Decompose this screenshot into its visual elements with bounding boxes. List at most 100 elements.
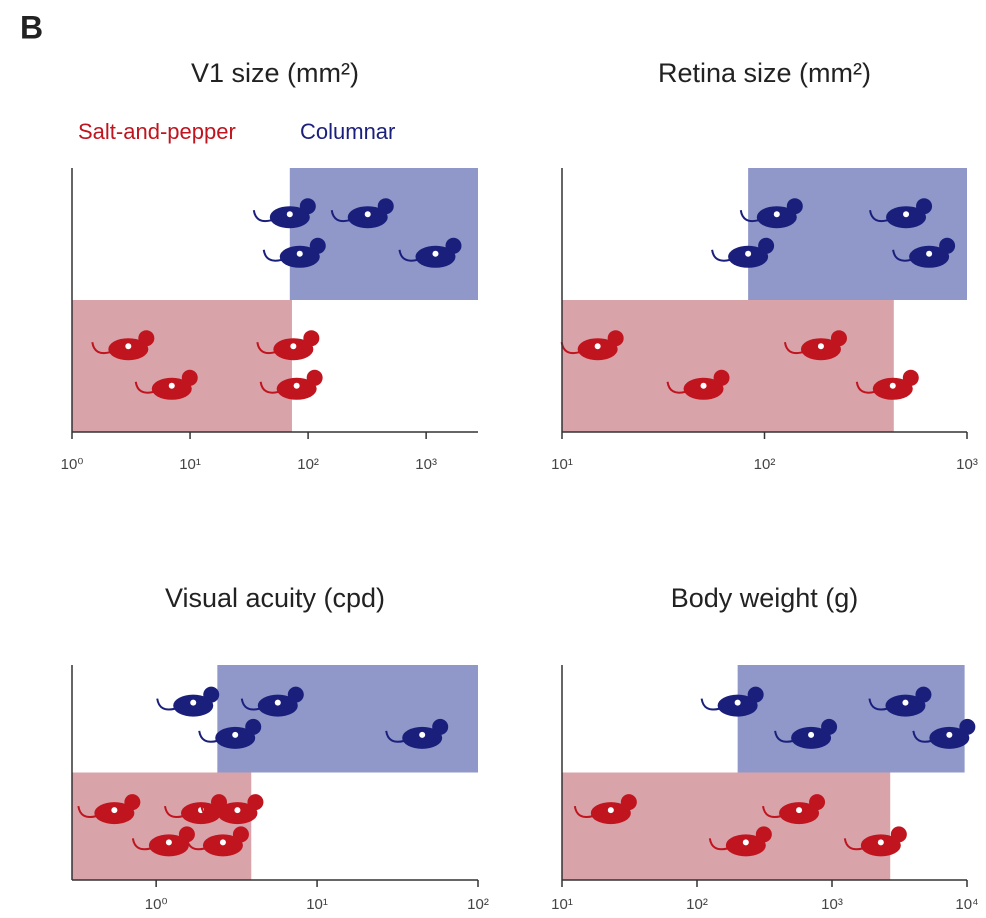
animal-tail — [712, 250, 730, 261]
value-dot — [808, 732, 814, 738]
value-dot — [287, 211, 293, 217]
value-dot — [166, 839, 172, 845]
x-tick-label: 10⁰ — [145, 896, 168, 913]
x-tick-label: 10² — [754, 456, 776, 473]
x-tick-label: 10¹ — [551, 456, 573, 473]
animal-head — [621, 794, 637, 810]
animal-head — [124, 794, 140, 810]
animal-head — [891, 826, 907, 842]
range-band — [217, 665, 478, 773]
x-tick-label: 10² — [686, 896, 708, 913]
animal-head — [378, 198, 394, 214]
animal-head — [915, 687, 931, 703]
animal-head — [445, 238, 461, 254]
range-band — [738, 665, 965, 773]
value-dot — [365, 211, 371, 217]
x-tick-label: 10³ — [821, 896, 843, 913]
animal-tail — [199, 731, 217, 742]
value-dot — [294, 383, 300, 389]
x-tick-label: 10¹ — [551, 896, 573, 913]
range-band — [562, 773, 890, 881]
animal-head — [182, 370, 198, 386]
value-dot — [902, 700, 908, 706]
range-band — [72, 773, 251, 881]
chart-title: Retina size (mm²) — [658, 58, 871, 88]
value-dot — [878, 839, 884, 845]
value-dot — [275, 700, 281, 706]
value-dot — [735, 700, 741, 706]
animal-head — [821, 719, 837, 735]
animal-head — [288, 687, 304, 703]
animal-head — [939, 238, 955, 254]
value-dot — [890, 383, 896, 389]
animal-head — [758, 238, 774, 254]
value-dot — [946, 732, 952, 738]
animal-head — [303, 330, 319, 346]
animal-head — [245, 719, 261, 735]
animal-head — [138, 330, 154, 346]
animal-head — [809, 794, 825, 810]
value-dot — [903, 211, 909, 217]
value-dot — [743, 839, 749, 845]
x-tick-label: 10² — [297, 456, 319, 473]
animal-tail — [254, 210, 272, 221]
animal-tail — [157, 699, 175, 710]
value-dot — [745, 251, 751, 257]
value-dot — [595, 343, 601, 349]
value-dot — [190, 700, 196, 706]
animal-head — [233, 826, 249, 842]
animal-head — [916, 198, 932, 214]
range-band — [290, 168, 478, 300]
value-dot — [419, 732, 425, 738]
range-band — [72, 300, 292, 432]
animal-head — [310, 238, 326, 254]
animal-head — [247, 794, 263, 810]
chart-title: Visual acuity (cpd) — [165, 583, 385, 613]
panel-label: B — [20, 9, 43, 45]
animal-tail — [264, 250, 282, 261]
value-dot — [432, 251, 438, 257]
animal-head — [748, 687, 764, 703]
value-dot — [297, 251, 303, 257]
animal-head — [203, 687, 219, 703]
x-tick-label: 10³ — [415, 456, 437, 473]
range-band — [748, 168, 967, 300]
animal-head — [300, 198, 316, 214]
chart-title: Body weight (g) — [671, 583, 859, 613]
value-dot — [125, 343, 131, 349]
x-tick-label: 10¹ — [306, 896, 328, 913]
value-dot — [701, 383, 707, 389]
animal-head — [714, 370, 730, 386]
legend-label: Salt-and-pepper — [78, 119, 236, 144]
value-dot — [608, 807, 614, 813]
value-dot — [232, 732, 238, 738]
animal-tail — [702, 699, 720, 710]
value-dot — [234, 807, 240, 813]
value-dot — [926, 251, 932, 257]
animal-head — [432, 719, 448, 735]
page: B V1 size (mm²) Salt-and-pepper Columnar 10… — [0, 0, 986, 918]
legend-label: Columnar — [300, 119, 395, 144]
value-dot — [796, 807, 802, 813]
x-tick-label: 10⁴ — [955, 896, 978, 913]
animal-head — [903, 370, 919, 386]
animal-head — [959, 719, 975, 735]
value-dot — [169, 383, 175, 389]
value-dot — [290, 343, 296, 349]
value-dot — [220, 839, 226, 845]
animal-head — [307, 370, 323, 386]
x-tick-label: 10⁰ — [61, 456, 84, 473]
chart-title: V1 size (mm²) — [191, 58, 359, 88]
figure: B V1 size (mm²) Salt-and-pepper Columnar 10… — [0, 0, 986, 918]
range-band — [562, 300, 894, 432]
animal-head — [787, 198, 803, 214]
x-tick-label: 10¹ — [179, 456, 201, 473]
value-dot — [818, 343, 824, 349]
animal-head — [831, 330, 847, 346]
x-tick-label: 10³ — [956, 456, 978, 473]
value-dot — [111, 807, 117, 813]
data-point — [157, 687, 219, 717]
value-dot — [774, 211, 780, 217]
animal-head — [608, 330, 624, 346]
animal-head — [756, 826, 772, 842]
